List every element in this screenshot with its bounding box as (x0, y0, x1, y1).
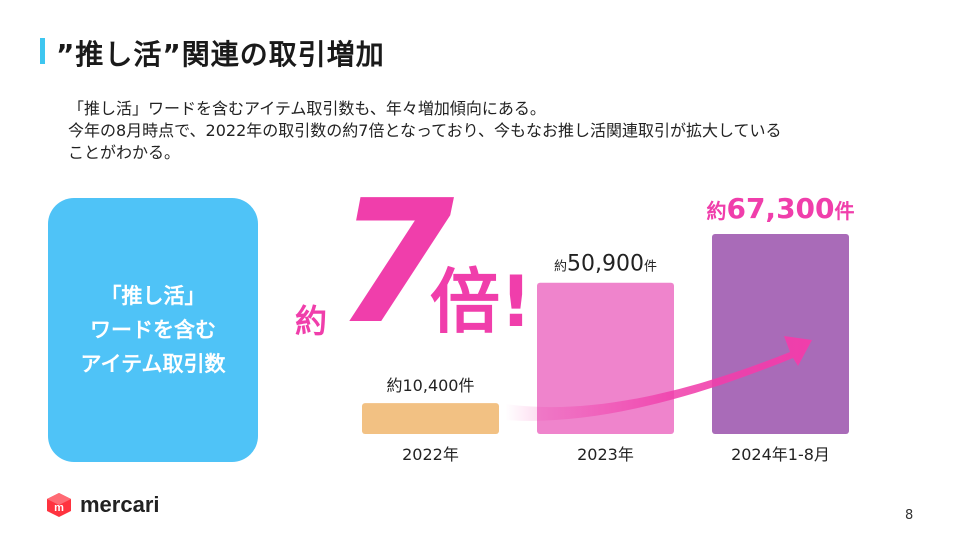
value-label-1: 約10,400件 (386, 376, 474, 395)
brand-name: mercari (80, 492, 160, 517)
value-label-prefix: 約 (706, 199, 726, 223)
value-label-suffix: 件 (644, 260, 657, 275)
category-label-3: 2024年1-8月 (731, 445, 830, 464)
value-label-prefix: 約 (554, 260, 567, 275)
multiplier-number: 7 (336, 164, 455, 362)
description-line-3: ことがわかる。 (68, 143, 181, 162)
card-line-2: ワードを含む (90, 318, 216, 342)
value-label-number: 10,400 (403, 376, 459, 395)
value-label-2: 約50,900件 (554, 252, 657, 277)
bar-2 (537, 282, 674, 434)
card-line-3: アイテム取引数 (80, 352, 226, 376)
bar-1 (362, 403, 499, 434)
bar-3 (712, 234, 849, 434)
mercari-logo-icon: m (46, 492, 72, 518)
svg-text:m: m (54, 502, 64, 514)
metric-card: 「推し活」 ワードを含む アイテム取引数 (48, 198, 258, 462)
value-label-prefix: 約 (386, 376, 402, 395)
title-accent-bar (40, 38, 45, 64)
description-line-2: 今年の8月時点で、2022年の取引数の約7倍となっており、今もなお推し活関連取引… (68, 121, 782, 140)
value-label-suffix: 件 (835, 199, 855, 223)
value-label-number: 67,300 (726, 192, 834, 225)
description: 「推し活」ワードを含むアイテム取引数も、年々増加傾向にある。 今年の8月時点で、… (68, 98, 938, 164)
value-label-suffix: 件 (458, 376, 474, 395)
multiplier-suffix: 倍! (430, 261, 532, 343)
category-label-1: 2022年 (402, 445, 459, 464)
growth-arrow (505, 336, 812, 421)
value-label-number: 50,900 (567, 252, 644, 277)
mercari-logo: m mercari (46, 492, 160, 518)
page-number: 8 (905, 508, 914, 523)
category-label-2: 2023年 (577, 445, 634, 464)
page-title: ”推し活”関連の取引増加 (56, 38, 385, 71)
card-line-1: 「推し活」 (100, 284, 206, 308)
multiplier-prefix: 約 (295, 302, 328, 340)
value-label-3: 約67,300件 (706, 192, 854, 225)
description-line-1: 「推し活」ワードを含むアイテム取引数も、年々増加傾向にある。 (68, 99, 546, 118)
